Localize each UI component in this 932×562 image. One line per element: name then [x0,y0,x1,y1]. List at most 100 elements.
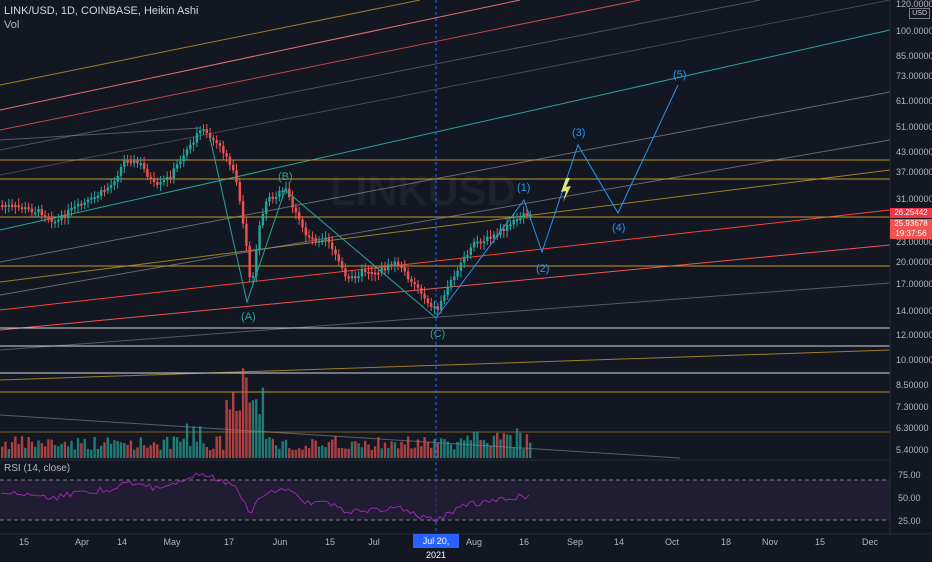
horizontal-levels[interactable] [0,159,890,433]
volume-bar [212,448,215,458]
candle-body [505,224,509,232]
candle-body [248,245,251,278]
candle-body [20,207,24,210]
candle-body [284,188,288,191]
volume-bar [499,439,502,458]
volume-bar [83,438,86,458]
time-axis[interactable] [0,534,932,550]
volume-bar [281,441,284,458]
symbol-title[interactable]: LINK/USD, 1D, COINBASE, Heikin Ashi [4,5,199,17]
candle-body [519,218,522,221]
volume-bar [522,448,525,458]
candle-body [321,240,324,243]
candle-body [185,149,189,156]
volume-bar [199,426,202,458]
candle-body [208,132,212,139]
candle-body [364,269,367,272]
candle-body [109,185,113,188]
candle-body [80,203,83,206]
time-tick-label: 18 [721,537,731,547]
candle-body [347,276,350,279]
time-tick-label: 16 [519,537,529,547]
lightning-icon[interactable] [561,178,571,202]
volume-bar [248,402,251,458]
volume-bar [152,442,156,458]
candle-body [466,254,469,257]
volume-bar [10,442,14,458]
candle-body [443,295,446,301]
candle-body [271,196,274,199]
volume-bar [80,443,83,458]
candlestick-series [1,124,532,317]
volume-bar [509,435,512,458]
time-tick-label: Aug [466,537,482,547]
candle-body [156,181,159,185]
candle-body [469,247,472,255]
volume-bar [307,448,311,458]
rsi-tick-label: 50.00 [898,493,921,503]
volume-bar [387,448,390,458]
candle-body [175,164,179,169]
candle-body [265,201,268,214]
volume-bar [311,439,314,458]
currency-badge[interactable]: USD [909,8,930,19]
candle-body [235,170,238,183]
candle-body [241,201,245,224]
wave-label-b: (B) [278,171,293,183]
candle-body [17,205,20,208]
candle-body [202,129,205,132]
volume-bar [400,441,403,458]
elliott-wave-abc[interactable] [209,137,437,319]
time-tick-label: Oct [665,537,680,547]
candle-body [324,238,327,241]
price-tick-label: 31.00000 [896,194,932,204]
price-tick-label: 5.40000 [896,445,929,455]
volume-bar [476,431,479,458]
candle-body [113,181,116,186]
candle-body [350,276,354,279]
volume-bar [291,449,294,458]
trend-lines[interactable] [0,0,891,459]
candle-body [70,207,73,211]
volume-bar [390,441,393,458]
price-axis[interactable] [890,0,932,534]
volume-bar [430,447,433,458]
volume-label[interactable]: Vol [4,19,20,31]
candle-body [212,138,215,141]
volume-bar [63,441,67,458]
volume-bar [195,441,199,458]
candle-body [340,261,344,269]
candle-body [192,142,195,145]
candle-body [423,293,426,299]
price-tick-label: 8.50000 [896,380,929,390]
candle-body [27,207,30,210]
volume-bar [350,441,354,458]
volume-bar [7,448,10,458]
volume-bar [439,438,443,458]
volume-bar [492,435,496,458]
volume-bar [215,436,218,458]
rsi-legend[interactable]: RSI (14, close) [4,463,71,474]
last-price-text: 26.25442 [894,208,928,217]
volume-bar [67,446,70,458]
volume-bar [235,410,238,458]
volume-bar [367,444,370,458]
candle-body [182,155,185,162]
volume-bar [446,441,449,458]
volume-bar [331,439,334,458]
price-tick-label: 10.00000 [896,355,932,365]
volume-bar [208,449,212,458]
volume-bar [512,447,515,458]
price-tick-label: 43.00000 [896,147,932,157]
elliott-wave-12345[interactable] [435,84,679,319]
candle-body [446,286,449,296]
price-tick-label: 7.30000 [896,402,929,412]
candle-body [100,189,103,196]
wave-label-5: (5) [673,69,686,81]
candle-body [334,249,337,255]
chart-canvas[interactable]: LINKUSD (A) [0,0,932,550]
rsi-axis-ticks: 75.00 50.00 25.00 [898,470,921,526]
volume-bar [347,448,350,458]
wave-label-1: (1) [517,182,530,194]
volume-bar [156,444,159,458]
